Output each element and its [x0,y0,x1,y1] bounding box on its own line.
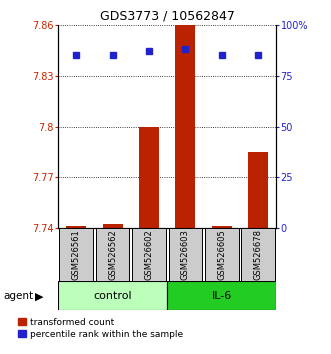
Bar [212,226,232,228]
Text: GSM526561: GSM526561 [71,229,81,280]
Bar [132,228,166,281]
Bar [167,281,276,310]
Bar [66,226,86,228]
Text: GSM526605: GSM526605 [217,229,226,280]
Text: GSM526603: GSM526603 [181,229,190,280]
Text: IL-6: IL-6 [212,291,232,301]
Bar [139,127,159,228]
Bar [248,152,268,228]
Text: GSM526678: GSM526678 [254,229,263,280]
Text: control: control [93,291,132,301]
Bar [168,228,202,281]
Title: GDS3773 / 10562847: GDS3773 / 10562847 [100,9,235,22]
Bar [96,228,129,281]
Text: GSM526562: GSM526562 [108,229,117,280]
Bar [205,228,239,281]
Bar [58,281,167,310]
Legend: transformed count, percentile rank within the sample: transformed count, percentile rank withi… [18,318,183,339]
Bar [103,224,122,228]
Text: ▶: ▶ [35,291,43,301]
Bar [59,228,93,281]
Text: agent: agent [3,291,33,301]
Bar [175,11,195,228]
Bar [241,228,275,281]
Text: GSM526602: GSM526602 [144,229,154,280]
